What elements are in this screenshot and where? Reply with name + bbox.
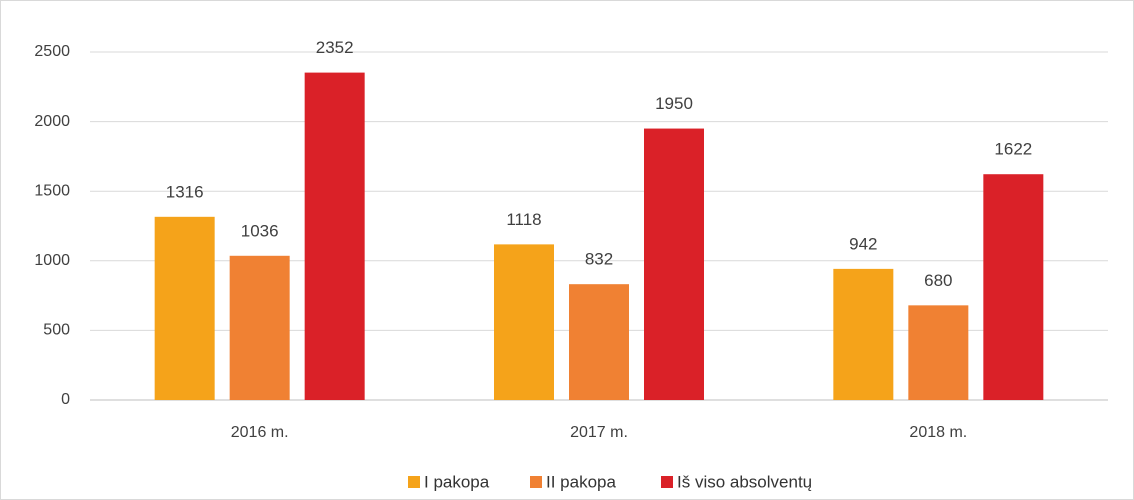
data-label: 1622	[994, 140, 1032, 159]
data-label: 832	[585, 250, 613, 269]
legend-swatch	[661, 476, 673, 488]
bar	[644, 128, 704, 400]
bar	[229, 255, 290, 400]
y-tick-label: 500	[43, 322, 70, 339]
x-tick-label: 2016 m.	[231, 424, 289, 441]
legend-swatch	[530, 476, 542, 488]
data-label: 1950	[655, 94, 693, 113]
bar	[304, 72, 365, 401]
data-label: 1316	[166, 182, 204, 201]
bar	[908, 305, 969, 400]
legend: I pakopa II pakopa Iš viso absolventų	[408, 472, 812, 491]
data-label: 680	[924, 271, 952, 290]
x-tick-label: 2017 m.	[570, 424, 628, 441]
bar	[154, 216, 215, 400]
legend-swatch	[408, 476, 420, 488]
data-label: 2352	[316, 38, 354, 57]
bar	[494, 244, 554, 400]
y-tick-label: 1000	[34, 252, 70, 269]
y-tick-label: 2000	[34, 113, 70, 130]
bar	[833, 268, 894, 400]
legend-label: II pakopa	[546, 472, 616, 491]
bar	[983, 174, 1044, 400]
bar	[569, 284, 629, 400]
legend-label: Iš viso absolventų	[677, 472, 812, 491]
y-tick-label: 0	[61, 391, 70, 408]
y-tick-label: 2500	[34, 43, 70, 60]
data-label: 1118	[506, 210, 541, 229]
legend-label: I pakopa	[424, 472, 490, 491]
y-tick-label: 1500	[34, 182, 70, 199]
data-label: 942	[849, 234, 877, 253]
x-tick-label: 2018 m.	[909, 424, 967, 441]
data-label: 1036	[241, 221, 279, 240]
